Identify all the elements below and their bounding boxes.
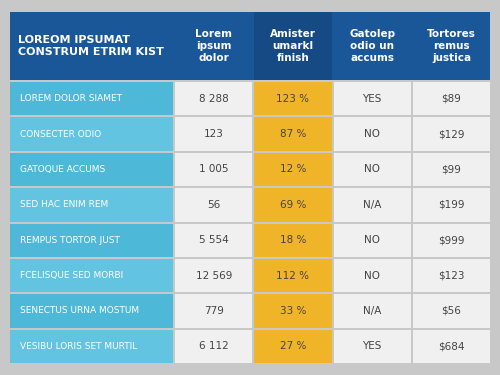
Bar: [334, 224, 411, 257]
Bar: [10, 259, 173, 292]
Bar: [175, 330, 252, 363]
Bar: [334, 153, 411, 186]
Bar: [10, 12, 490, 80]
Bar: [334, 330, 411, 363]
Text: $56: $56: [442, 306, 462, 316]
Bar: [334, 294, 411, 328]
Bar: [413, 259, 490, 292]
Text: 12 569: 12 569: [196, 271, 232, 280]
Bar: [254, 294, 332, 328]
Text: NO: NO: [364, 164, 380, 174]
Text: 33 %: 33 %: [280, 306, 306, 316]
Bar: [413, 188, 490, 222]
Bar: [413, 294, 490, 328]
Bar: [254, 259, 332, 292]
Bar: [254, 224, 332, 257]
Text: YES: YES: [362, 94, 382, 104]
Bar: [254, 330, 332, 363]
Text: CONSECTER ODIO: CONSECTER ODIO: [20, 130, 101, 139]
Text: $684: $684: [438, 341, 464, 351]
Text: Gatolep
odio un
accums: Gatolep odio un accums: [349, 29, 396, 63]
Text: Amister
umarkl
finish: Amister umarkl finish: [270, 29, 316, 63]
Text: GATOQUE ACCUMS: GATOQUE ACCUMS: [20, 165, 105, 174]
Bar: [334, 12, 411, 80]
Text: NO: NO: [364, 271, 380, 280]
Bar: [413, 330, 490, 363]
Bar: [175, 188, 252, 222]
Bar: [334, 188, 411, 222]
Bar: [254, 153, 332, 186]
Bar: [334, 259, 411, 292]
Text: LOREOM IPSUMAT
CONSTRUM ETRIM KIST: LOREOM IPSUMAT CONSTRUM ETRIM KIST: [18, 35, 164, 57]
Text: LOREM DOLOR SIAMET: LOREM DOLOR SIAMET: [20, 94, 122, 103]
Text: $199: $199: [438, 200, 464, 210]
Text: 12 %: 12 %: [280, 164, 306, 174]
Text: Lorem
ipsum
dolor: Lorem ipsum dolor: [196, 29, 232, 63]
Bar: [10, 294, 173, 328]
Bar: [254, 188, 332, 222]
Text: $123: $123: [438, 271, 464, 280]
Bar: [175, 153, 252, 186]
Text: 8 288: 8 288: [199, 94, 228, 104]
Bar: [10, 117, 173, 151]
Text: 112 %: 112 %: [276, 271, 310, 280]
Text: Tortores
remus
justica: Tortores remus justica: [427, 29, 476, 63]
Text: NO: NO: [364, 129, 380, 139]
Bar: [10, 82, 173, 116]
Bar: [413, 12, 490, 80]
Bar: [175, 294, 252, 328]
Text: $99: $99: [442, 164, 462, 174]
Bar: [334, 117, 411, 151]
Bar: [10, 153, 173, 186]
Bar: [10, 188, 173, 222]
Text: 123 %: 123 %: [276, 94, 310, 104]
Text: 56: 56: [207, 200, 220, 210]
Text: FCELISQUE SED MORBI: FCELISQUE SED MORBI: [20, 271, 123, 280]
Text: SED HAC ENIM REM: SED HAC ENIM REM: [20, 200, 108, 209]
Text: YES: YES: [362, 341, 382, 351]
Text: SENECTUS URNA MOSTUM: SENECTUS URNA MOSTUM: [20, 306, 139, 315]
Text: REMPUS TORTOR JUST: REMPUS TORTOR JUST: [20, 236, 120, 245]
Text: 6 112: 6 112: [199, 341, 228, 351]
Bar: [10, 12, 173, 80]
Text: 18 %: 18 %: [280, 235, 306, 245]
Bar: [254, 82, 332, 116]
Bar: [334, 82, 411, 116]
Text: $999: $999: [438, 235, 464, 245]
Text: $89: $89: [442, 94, 462, 104]
Bar: [413, 82, 490, 116]
Bar: [413, 224, 490, 257]
Text: 69 %: 69 %: [280, 200, 306, 210]
Text: $129: $129: [438, 129, 464, 139]
Text: 1 005: 1 005: [199, 164, 228, 174]
Text: 123: 123: [204, 129, 224, 139]
Text: 87 %: 87 %: [280, 129, 306, 139]
Text: NO: NO: [364, 235, 380, 245]
Bar: [254, 117, 332, 151]
Bar: [175, 82, 252, 116]
Bar: [413, 117, 490, 151]
Text: N/A: N/A: [363, 200, 382, 210]
Bar: [175, 259, 252, 292]
Text: N/A: N/A: [363, 306, 382, 316]
Bar: [413, 153, 490, 186]
Bar: [10, 330, 173, 363]
Text: 779: 779: [204, 306, 224, 316]
Bar: [175, 12, 252, 80]
Text: VESIBU LORIS SET MURTIL: VESIBU LORIS SET MURTIL: [20, 342, 137, 351]
Bar: [254, 12, 332, 80]
Bar: [175, 117, 252, 151]
Bar: [10, 224, 173, 257]
Text: 5 554: 5 554: [199, 235, 228, 245]
Bar: [175, 224, 252, 257]
Text: 27 %: 27 %: [280, 341, 306, 351]
